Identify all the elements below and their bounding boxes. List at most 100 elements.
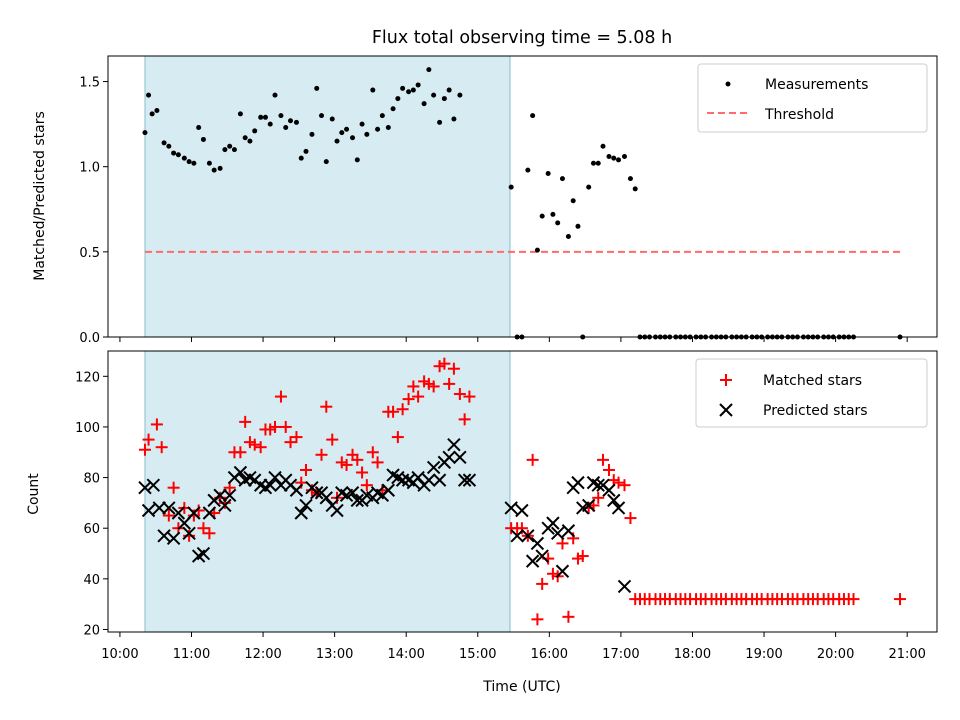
x-tick-label: 20:00 — [817, 647, 854, 662]
matched-star-point — [526, 453, 539, 466]
measurement-point — [287, 118, 293, 124]
bottom-y-axis-label: Count — [26, 473, 42, 515]
measurement-point — [534, 247, 540, 253]
legend-predicted-label: Predicted stars — [763, 403, 868, 419]
measurement-point — [595, 160, 601, 166]
predicted-star-point — [289, 483, 304, 497]
matched-star-point — [138, 443, 151, 456]
measurement-point — [350, 135, 356, 141]
top-y-tick-label: 1.0 — [79, 161, 100, 176]
matched-star-point — [234, 446, 247, 459]
predicted-star-point — [218, 498, 232, 513]
measurement-point — [206, 160, 212, 166]
predicted-star-point — [310, 486, 324, 500]
x-tick-label: 19:00 — [745, 647, 782, 662]
bottom-y-tick-label: 60 — [83, 522, 100, 537]
measurement-point — [441, 96, 447, 102]
top-shaded-interval — [144, 55, 511, 338]
matched-star-point — [360, 479, 373, 492]
measurement-point — [550, 211, 556, 217]
predicted-star-point — [157, 529, 171, 543]
measurement-point — [247, 138, 253, 144]
matched-star-point — [387, 405, 400, 418]
matched-star-point — [284, 436, 297, 449]
measurement-point — [437, 119, 443, 125]
measurement-point — [457, 92, 463, 98]
predicted-star-point — [550, 526, 565, 540]
measurement-point — [154, 107, 160, 113]
matched-star-point — [453, 388, 466, 401]
measurement-point — [211, 167, 217, 173]
predicted-star-point — [607, 493, 621, 508]
measurement-point — [555, 220, 561, 226]
top-legend-box — [697, 63, 928, 133]
legend-matched-marker — [720, 374, 732, 386]
top-y-tick-label: 0.5 — [79, 246, 100, 261]
predicted-star-point — [611, 501, 626, 515]
measurement-point — [400, 85, 406, 91]
measurement-point — [545, 171, 551, 177]
measurement-point — [323, 159, 329, 165]
predicted-star-point — [546, 516, 560, 530]
bottom-axes-frame — [107, 350, 938, 633]
matched-star-point — [366, 446, 379, 459]
predicted-star-point — [395, 473, 410, 487]
measurement-point — [186, 159, 192, 165]
matched-star-point — [447, 362, 460, 375]
predicted-star-point — [330, 503, 344, 518]
measurement-point — [627, 176, 633, 182]
matched-star-point — [612, 476, 625, 489]
matched-star-point — [412, 390, 425, 403]
bottom-y-tick-label: 20 — [83, 623, 100, 638]
measurement-point — [606, 153, 612, 159]
predicted-star-point — [447, 437, 461, 452]
predicted-star-point — [381, 483, 396, 497]
bottom-data-group — [138, 357, 907, 626]
predicted-star-point — [457, 473, 472, 487]
measurement-point — [272, 92, 278, 98]
measurement-point — [431, 92, 437, 98]
measurement-point — [166, 143, 172, 149]
predicted-star-point — [504, 501, 518, 515]
measurement-point — [237, 111, 243, 117]
predicted-star-point — [555, 564, 570, 578]
measurement-point — [600, 143, 606, 149]
measurement-point — [171, 150, 177, 156]
matched-star-point — [192, 504, 205, 517]
measurement-point — [278, 113, 284, 119]
x-tick-label: 13:00 — [316, 647, 353, 662]
measurement-point — [390, 106, 396, 112]
measurement-point — [319, 113, 325, 119]
x-tick-label: 12:00 — [244, 647, 281, 662]
measurement-point — [334, 138, 340, 144]
predicted-star-point — [162, 501, 176, 515]
predicted-star-point — [525, 554, 540, 568]
matched-star-point — [592, 491, 605, 504]
predicted-star-point — [602, 483, 616, 497]
predicted-star-point — [581, 498, 596, 513]
bottom-shaded-interval — [144, 350, 511, 633]
bottom-panel: 20 40 60 80 100 120 10:00 11:00 12:00 13:00 14:00 1… — [26, 350, 938, 695]
measurement-point — [395, 96, 401, 102]
measurement-point — [258, 114, 264, 120]
matched-star-point — [427, 380, 440, 393]
predicted-star-point — [591, 478, 605, 492]
matched-star-point — [340, 458, 353, 471]
measurement-point — [410, 87, 416, 93]
predicted-star-point — [345, 486, 360, 500]
x-tick-label: 17:00 — [602, 647, 639, 662]
measurement-point — [267, 121, 273, 127]
predicted-star-point — [453, 450, 467, 465]
matched-star-point — [351, 453, 364, 466]
predicted-star-point — [299, 498, 313, 513]
matched-star-point — [142, 433, 155, 446]
measurement-point — [375, 126, 381, 132]
predicted-star-point — [515, 503, 529, 518]
matched-star-point — [279, 420, 292, 433]
predicted-star-point — [535, 549, 549, 563]
measurement-point — [149, 111, 155, 117]
measurement-point — [303, 148, 309, 154]
predicted-star-point — [141, 503, 156, 518]
bottom-legend: Matched stars Predicted stars — [695, 358, 928, 428]
matched-star-point — [407, 380, 420, 393]
